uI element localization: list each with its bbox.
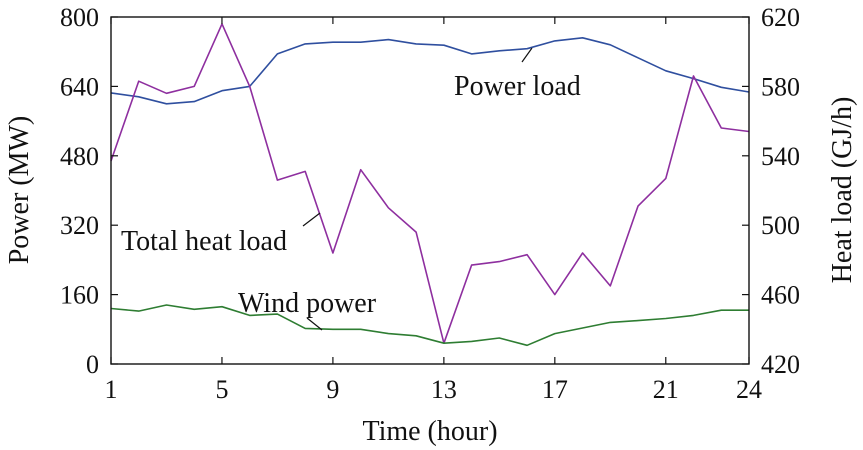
- y-tick-label-right: 500: [761, 211, 800, 240]
- annotation-power-load: Power load: [454, 71, 581, 102]
- x-tick-label: 9: [326, 375, 339, 404]
- y-tick-label-right: 540: [761, 142, 800, 171]
- y-axis-title-right: Heat load (GJ/h): [827, 97, 858, 284]
- y-tick-label-right: 620: [761, 3, 800, 32]
- y-tick-label-left: 160: [60, 281, 99, 310]
- annotation-wind-power: Wind power: [238, 288, 377, 319]
- y-tick-label-left: 320: [60, 211, 99, 240]
- y-tick-label-left: 800: [60, 3, 99, 32]
- x-tick-label: 17: [542, 375, 568, 404]
- annotation-leader: [302, 212, 321, 227]
- annotation-leader: [306, 317, 323, 331]
- series-layer: [110, 23, 750, 347]
- plot-frame: [110, 16, 750, 365]
- y-tick-label-left: 480: [60, 142, 99, 171]
- series-line-total-heat-load: [110, 23, 750, 345]
- x-tick-label: 1: [105, 375, 118, 404]
- x-tick-label: 24: [736, 375, 762, 404]
- annotation-layer: Power load Total heat load Wind power: [121, 47, 581, 331]
- x-tick-label: 13: [431, 375, 457, 404]
- annotation-total-heat-load: Total heat load: [121, 226, 287, 257]
- y-tick-label-right: 420: [761, 350, 800, 379]
- x-axis-title: Time (hour): [362, 416, 497, 447]
- y-tick-label-left: 640: [60, 72, 99, 101]
- x-tick-label: 21: [653, 375, 679, 404]
- y-tick-label-right: 460: [761, 281, 800, 310]
- ticks-layer: 1 5 9 13 17 21 24 0 160 320 480 640 800 420 460 500 540 5…: [60, 3, 800, 404]
- series-line-power-load: [110, 36, 750, 105]
- y-tick-label-right: 580: [761, 72, 800, 101]
- annotation-leader: [521, 47, 533, 63]
- series-line-wind-power: [110, 304, 749, 347]
- y-axis-title-left: Power (MW): [4, 116, 35, 265]
- x-tick-label: 5: [215, 375, 228, 404]
- y-tick-label-left: 0: [86, 350, 99, 379]
